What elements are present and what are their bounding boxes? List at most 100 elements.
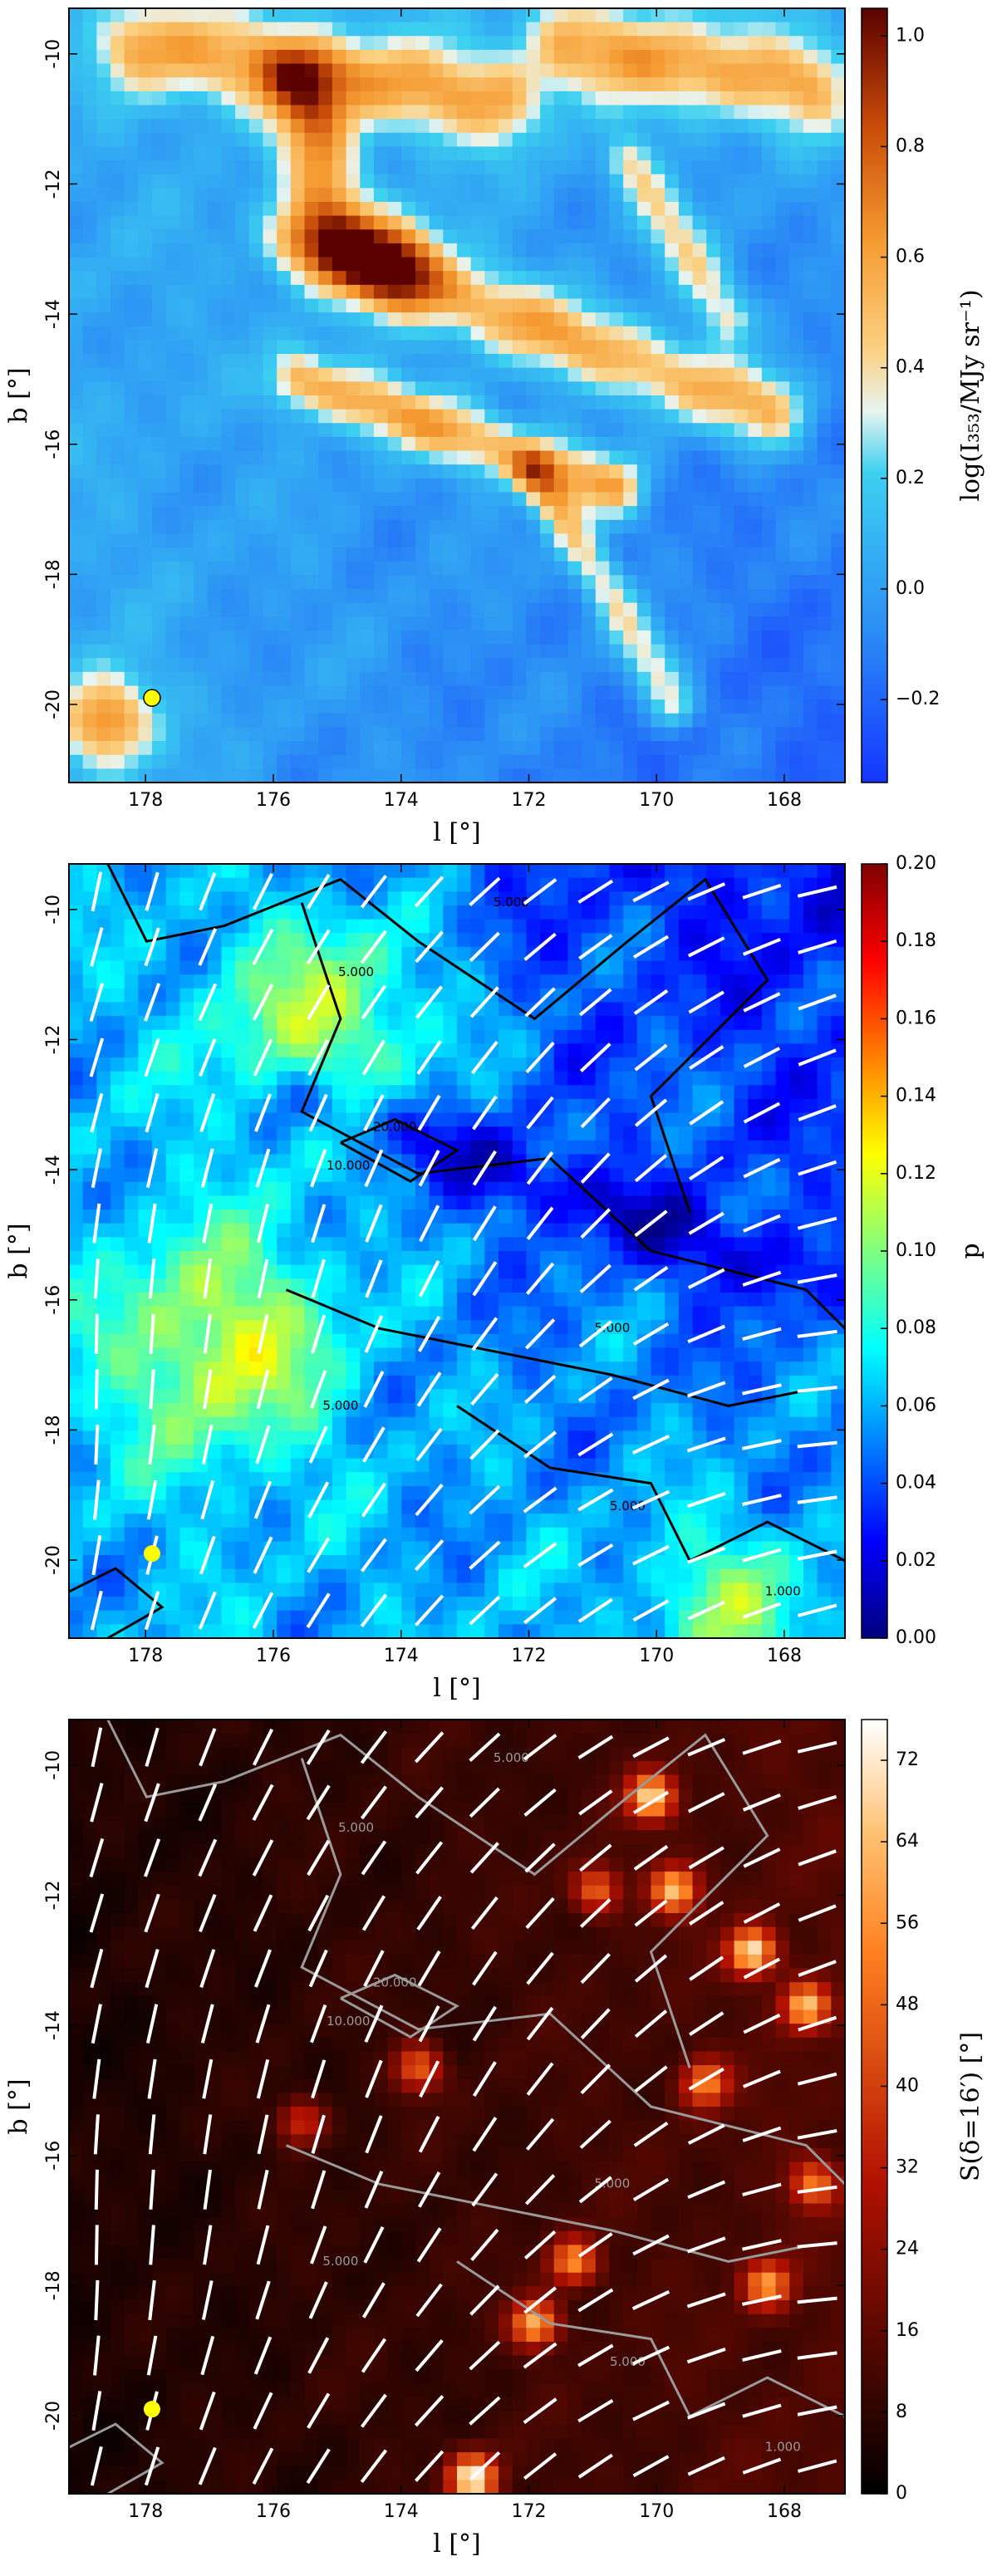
map-cell	[165, 105, 181, 120]
map-cell	[706, 8, 721, 23]
map-cell	[124, 1098, 139, 1114]
map-cell	[304, 768, 319, 783]
map-cell	[207, 602, 223, 617]
map-cell	[443, 1582, 458, 1597]
map-cell	[248, 436, 264, 452]
map-cell	[415, 988, 430, 1003]
map-cell	[235, 630, 250, 645]
map-cell	[775, 727, 790, 742]
map-cell	[803, 367, 818, 382]
map-cell	[789, 436, 804, 452]
map-cell	[415, 1195, 430, 1210]
map-cell	[318, 1237, 333, 1252]
map-cell	[221, 933, 236, 948]
map-cell	[387, 77, 402, 92]
map-cell	[706, 492, 721, 507]
map-cell	[401, 1209, 416, 1224]
map-cell	[415, 49, 430, 65]
map-cell	[734, 105, 749, 120]
map-cell	[734, 436, 749, 452]
map-cell	[498, 174, 513, 189]
map-cell	[540, 630, 555, 645]
map-cell	[582, 91, 597, 106]
map-cell	[443, 340, 458, 355]
map-cell	[138, 188, 153, 203]
map-cell	[415, 132, 430, 148]
map-cell	[775, 215, 790, 230]
map-cell	[221, 1278, 236, 1293]
map-cell	[248, 381, 264, 396]
map-cell	[623, 644, 638, 659]
map-cell	[263, 1223, 277, 1238]
map-cell	[346, 464, 361, 479]
map-cell	[235, 1195, 250, 1210]
map-cell	[429, 561, 444, 576]
map-cell	[111, 960, 125, 975]
map-cell	[401, 602, 416, 617]
map-cell	[332, 1292, 347, 1308]
map-cell	[443, 1168, 458, 1183]
map-cell	[457, 506, 472, 521]
map-cell	[498, 271, 513, 286]
map-cell	[789, 229, 804, 244]
map-cell	[443, 160, 458, 175]
map-cell	[248, 160, 264, 175]
map-cell	[360, 1209, 375, 1224]
map-cell	[124, 326, 139, 341]
map-cell	[609, 174, 624, 189]
map-cell	[165, 1514, 181, 1528]
map-cell	[235, 1375, 250, 1391]
map-cell	[124, 1445, 139, 1460]
map-cell	[360, 1403, 375, 1418]
map-cell	[720, 685, 735, 700]
map-cell	[360, 202, 375, 217]
map-cell	[263, 160, 277, 175]
map-cell	[748, 713, 763, 729]
map-cell	[373, 1237, 389, 1252]
map-cell	[138, 644, 153, 659]
map-cell	[457, 160, 472, 175]
map-cell	[526, 63, 541, 78]
map-cell	[817, 202, 832, 217]
map-cell	[318, 215, 333, 230]
map-cell	[248, 77, 264, 92]
map-cell	[111, 727, 125, 742]
map-cell	[387, 988, 402, 1003]
map-cell	[221, 36, 236, 51]
map-cell	[96, 1126, 111, 1141]
map-cell	[457, 1085, 472, 1100]
map-cell	[443, 547, 458, 562]
map-cell	[415, 1140, 430, 1156]
map-cell	[498, 960, 513, 975]
map-cell	[263, 1347, 277, 1362]
map-cell	[457, 464, 472, 479]
map-cell	[263, 381, 277, 396]
map-cell	[457, 602, 472, 617]
map-cell	[512, 119, 527, 134]
map-cell	[82, 105, 97, 120]
map-cell	[692, 298, 707, 313]
map-cell	[179, 768, 194, 783]
map-cell	[457, 229, 472, 244]
map-cell	[498, 105, 513, 120]
map-cell	[332, 105, 347, 120]
map-cell	[69, 1514, 84, 1528]
map-cell	[318, 367, 333, 382]
map-cell	[248, 671, 264, 687]
map-cell	[415, 1541, 430, 1556]
map-cell	[457, 1112, 472, 1127]
map-cell	[194, 768, 209, 783]
map-cell	[248, 1043, 264, 1058]
map-cell	[595, 77, 611, 92]
map-cell	[831, 340, 846, 355]
map-cell	[207, 547, 223, 562]
map-cell	[775, 367, 790, 382]
map-cell	[346, 713, 361, 729]
map-cell	[346, 630, 361, 645]
map-cell	[207, 77, 223, 92]
map-cell	[484, 243, 499, 258]
map-cell	[207, 1264, 223, 1279]
map-cell	[443, 1320, 458, 1335]
map-cell	[803, 464, 818, 479]
map-cell	[706, 741, 721, 756]
